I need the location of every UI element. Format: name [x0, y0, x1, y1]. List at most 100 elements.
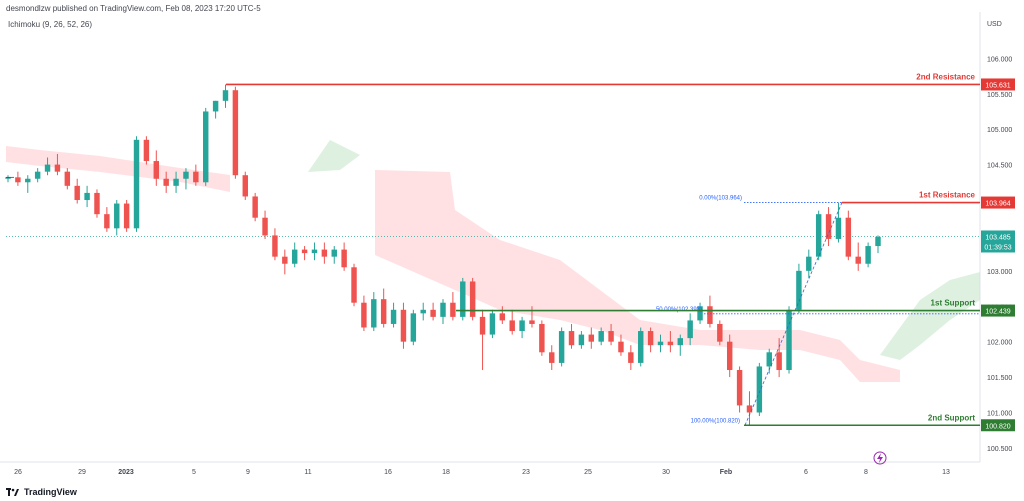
cloud-bear-area [6, 146, 230, 192]
cloud-bear-area [375, 170, 900, 382]
candle-body [282, 256, 288, 264]
candle-body [222, 90, 229, 101]
candle-body [549, 352, 555, 363]
x-tick-label: 9 [246, 469, 250, 476]
candle-body [34, 171, 41, 179]
candle-body [766, 352, 772, 367]
candle-body [578, 334, 585, 346]
candle-body [558, 331, 565, 363]
candle-body [756, 366, 763, 413]
candle-body [15, 177, 21, 183]
candle-body [460, 281, 466, 317]
indicator-label[interactable]: Ichimoku (9, 26, 52, 26) [8, 20, 93, 29]
candle-body [796, 270, 802, 310]
candle-body [390, 309, 397, 324]
candle-body [786, 309, 792, 370]
candle-body [351, 267, 357, 303]
y-tick-label: 106.000 [987, 56, 1012, 63]
level-label: 2nd Resistance [916, 72, 975, 81]
candle-body [104, 214, 110, 229]
candle-body [173, 178, 179, 186]
candle-body [183, 171, 189, 179]
candle-body [272, 235, 278, 257]
candle-body [252, 196, 258, 218]
candle-body [726, 341, 733, 370]
candle-body [163, 178, 169, 186]
candle-body [212, 100, 219, 112]
x-tick-label: 8 [864, 469, 868, 476]
candle-body [341, 249, 347, 268]
x-tick-label: 16 [384, 469, 392, 476]
candle-body [736, 370, 743, 406]
price-tag-label: 103.964 [985, 201, 1010, 208]
candle-body [430, 309, 436, 317]
price-tag-label: 100.820 [985, 423, 1010, 430]
candle-body [588, 334, 595, 342]
level-label: 1st Resistance [919, 191, 976, 200]
candle-body [875, 236, 881, 247]
candle-body [84, 192, 90, 200]
candle-body [440, 302, 446, 317]
candle-body [499, 313, 506, 321]
candle-body [677, 338, 683, 346]
y-tick-label: 101.000 [987, 411, 1012, 418]
candle-body [667, 341, 674, 346]
candle-body [638, 331, 644, 363]
candle-body [865, 246, 871, 264]
level-label: 1st Support [931, 299, 976, 308]
tradingview-logo-icon [6, 487, 19, 496]
y-tick-label: 105.500 [987, 92, 1012, 99]
candle-body [420, 309, 426, 314]
fib-label: 100.00%(100.820) [691, 418, 740, 424]
x-tick-label: Feb [720, 469, 732, 476]
candle-body [469, 281, 476, 317]
price-tag [981, 304, 1015, 317]
x-tick-label: 30 [662, 469, 670, 476]
cloud-bull-area [308, 140, 360, 172]
candle-body [628, 352, 634, 363]
candle-body [262, 217, 268, 236]
x-tick-label: 2023 [118, 469, 134, 476]
currency-label: USD [987, 21, 1002, 28]
y-tick-label: 103.000 [987, 269, 1012, 276]
candle-body [697, 306, 703, 321]
publisher-line: desmondlzw published on TradingView.com,… [6, 4, 261, 13]
price-tag [981, 419, 1015, 432]
x-tick-label: 13 [942, 469, 950, 476]
y-tick-label: 102.000 [987, 340, 1012, 347]
candle-body [114, 203, 120, 229]
last-price-tag [981, 230, 1015, 253]
candle-body [371, 299, 377, 328]
candle-body [123, 203, 130, 229]
candle-body [291, 249, 298, 264]
candle-body [568, 331, 575, 346]
candles [5, 84, 881, 426]
candle-body [242, 175, 248, 197]
candle-body [133, 139, 140, 229]
price-tag [981, 78, 1015, 91]
candle-body [855, 256, 861, 264]
candle-body [321, 249, 328, 257]
level-label: 2nd Support [928, 413, 975, 422]
price-tag [981, 196, 1015, 209]
candle-body [380, 299, 387, 324]
candle-body [5, 177, 11, 179]
cloud-bull-area [880, 272, 980, 360]
candle-body [815, 214, 822, 257]
candle-body [479, 316, 486, 335]
x-tick-label: 11 [304, 469, 311, 476]
candle-body [519, 320, 525, 332]
ichimoku-cloud [6, 140, 980, 382]
candle-body [489, 313, 496, 335]
x-tick-label: 23 [522, 469, 530, 476]
candle-body [64, 171, 71, 186]
x-tick-label: 25 [584, 469, 592, 476]
tradingview-footer: TradingView [6, 487, 77, 497]
candle-body [825, 214, 832, 239]
fib-trend-line [744, 202, 843, 426]
candle-body [707, 306, 713, 324]
candle-body [598, 331, 604, 342]
last-price-label: 103.485 [985, 234, 1010, 241]
lightning-icon [873, 451, 887, 465]
